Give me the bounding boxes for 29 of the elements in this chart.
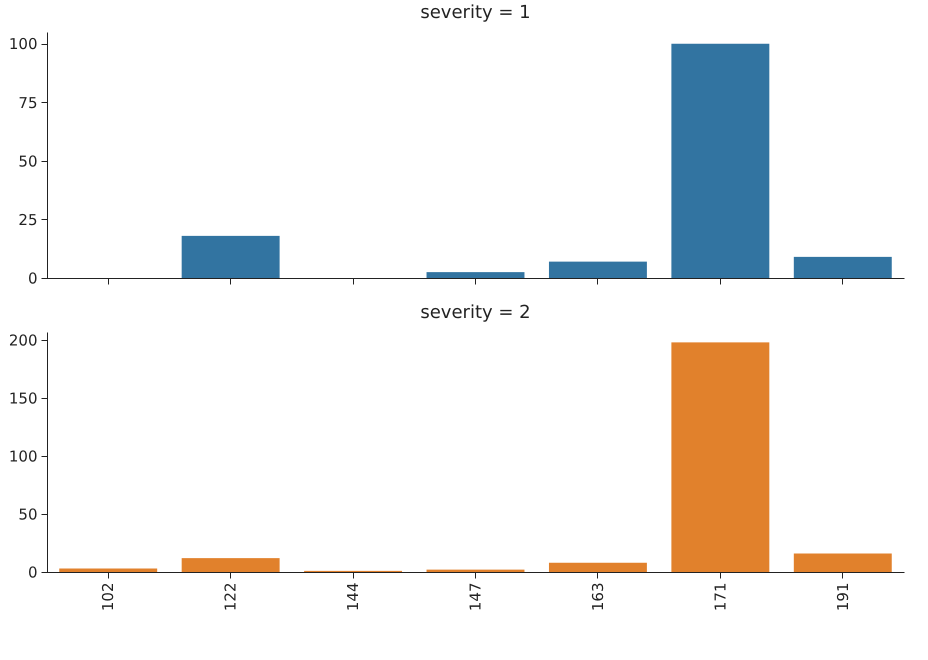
y-tick-label: 50: [18, 506, 38, 524]
x-tick-label: 102: [99, 582, 118, 612]
chart-title: severity = 1: [420, 2, 531, 23]
bar: [59, 568, 158, 572]
y-tick-label: 150: [8, 390, 38, 408]
bar: [671, 44, 770, 278]
y-tick-label: 200: [8, 332, 38, 350]
x-tick-label: 171: [711, 582, 730, 612]
x-tick-label: 191: [834, 582, 852, 612]
x-tick-label: 144: [344, 582, 362, 612]
y-tick-label: 0: [28, 270, 38, 288]
bar: [182, 558, 280, 572]
x-tick-label: 147: [466, 582, 484, 612]
bar: [182, 236, 280, 278]
bar: [548, 562, 647, 572]
y-tick-label: 50: [18, 152, 38, 170]
bar: [548, 262, 647, 278]
x-tick-label: 122: [222, 582, 240, 612]
y-tick-label: 100: [8, 448, 38, 466]
bar: [671, 342, 770, 572]
chart-title: severity = 2: [420, 302, 531, 323]
y-tick-label: 100: [8, 35, 38, 54]
bar: [426, 272, 524, 278]
bar: [794, 553, 892, 572]
y-tick-label: 0: [28, 564, 38, 582]
bar: [794, 256, 892, 278]
y-tick-label: 25: [18, 210, 38, 229]
y-tick-label: 75: [18, 94, 38, 112]
x-tick-label: 163: [588, 582, 607, 612]
